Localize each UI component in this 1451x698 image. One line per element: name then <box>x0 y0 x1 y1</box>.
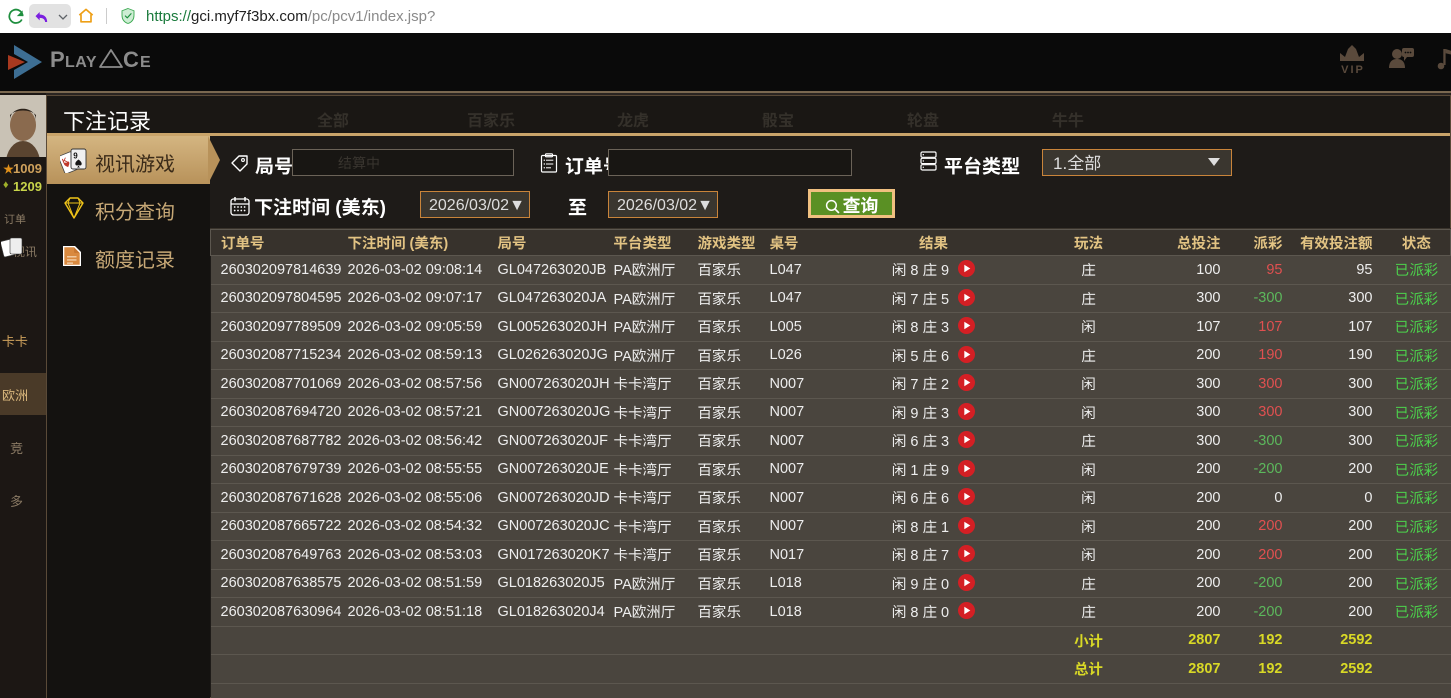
svg-text:E: E <box>140 54 151 71</box>
svg-text:P: P <box>50 47 65 72</box>
svg-text:C: C <box>123 47 139 72</box>
svg-text:LAY: LAY <box>65 54 97 71</box>
svg-text:9: 9 <box>73 152 78 161</box>
